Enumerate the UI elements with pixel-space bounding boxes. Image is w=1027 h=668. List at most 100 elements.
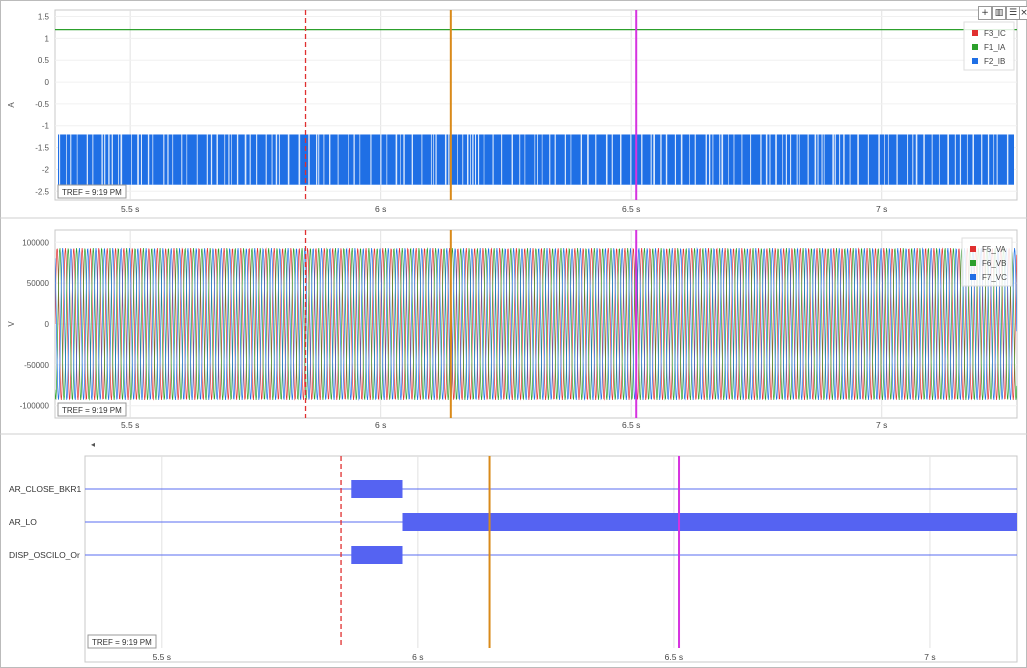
series-gap-F2_IB [878, 134, 880, 185]
x-tick-label: 5.5 s [153, 652, 171, 662]
series-gap-F2_IB [167, 134, 169, 185]
series-gap-F2_IB [823, 134, 825, 185]
y-tick-label: -50000 [24, 361, 49, 370]
series-gap-F2_IB [807, 134, 809, 185]
series-gap-F2_IB [817, 134, 819, 185]
series-gap-F2_IB [216, 134, 218, 185]
series-gap-F2_IB [605, 134, 608, 185]
series-gap-F2_IB [680, 134, 683, 185]
series-line-F6_VB [55, 247, 1017, 401]
series-gap-F2_IB [519, 134, 521, 185]
x-tick-label: 6 s [375, 204, 386, 214]
series-gap-F2_IB [329, 134, 331, 185]
series-gap-F2_IB [435, 134, 437, 185]
legend-label: F1_IA [984, 43, 1006, 52]
series-line-F7_VC [55, 247, 1017, 401]
tref-box [57, 402, 127, 417]
series-gap-F2_IB [641, 134, 643, 185]
x-tick-label: 6 s [375, 420, 386, 430]
series-band-F2_IB [58, 134, 1014, 185]
add-icon[interactable]: + [978, 6, 992, 20]
series-gap-F2_IB [689, 134, 691, 185]
legend-label: F6_VB [982, 259, 1006, 268]
legend-swatch [970, 246, 976, 252]
series-gap-F2_IB [421, 134, 423, 185]
channel-label: AR_LO [9, 517, 37, 527]
series-gap-F2_IB [796, 134, 798, 185]
y-tick-label: 1 [45, 34, 50, 43]
series-gap-F2_IB [839, 134, 841, 185]
x-tick-label: 6.5 s [622, 204, 640, 214]
y-tick-label: -100000 [20, 402, 50, 411]
series-gap-F2_IB [172, 134, 174, 185]
series-gap-F2_IB [256, 134, 258, 185]
series-gap-F2_IB [798, 134, 800, 185]
x-tick-label: 6.5 s [622, 420, 640, 430]
series-gap-F2_IB [843, 134, 845, 185]
stack-icon[interactable]: ☰ [1006, 6, 1020, 20]
series-gap-F2_IB [821, 134, 823, 185]
y-tick-label: -1.5 [35, 144, 49, 153]
legend-label: F7_VC [982, 273, 1007, 282]
channel-label: DISP_OSCILO_Or [9, 550, 80, 560]
series-gap-F2_IB [896, 134, 898, 185]
series-gap-F2_IB [857, 134, 859, 185]
y-axis-label: V [7, 321, 16, 327]
series-gap-F2_IB [118, 134, 119, 185]
series-gap-F2_IB [111, 134, 113, 185]
tref-label: TREF = 9:19 PM [62, 406, 122, 415]
layout-icon[interactable]: ▥ [992, 6, 1006, 20]
series-gap-F2_IB [448, 134, 450, 185]
series-gap-F2_IB [472, 134, 474, 185]
series-gap-F2_IB [271, 134, 273, 185]
y-tick-label: -2.5 [35, 187, 49, 196]
legend-label: F3_IC [984, 29, 1006, 38]
series-gap-F2_IB [399, 134, 401, 185]
series-gap-F2_IB [210, 134, 213, 185]
series-gap-F2_IB [570, 134, 572, 185]
series-gap-F2_IB [470, 134, 472, 185]
y-tick-label: -2 [42, 165, 50, 174]
series-gap-F2_IB [915, 134, 918, 185]
y-tick-label: 50000 [27, 279, 50, 288]
series-gap-F2_IB [353, 134, 355, 185]
series-gap-F2_IB [287, 134, 290, 185]
series-gap-F2_IB [867, 134, 869, 185]
series-gap-F2_IB [775, 134, 777, 185]
tref-box [57, 184, 127, 199]
y-tick-label: 0 [45, 78, 50, 87]
series-gap-F2_IB [244, 134, 247, 185]
series-gap-F2_IB [564, 134, 566, 185]
series-gap-F2_IB [403, 134, 405, 185]
series-gap-F2_IB [912, 134, 914, 185]
series-gap-F2_IB [196, 134, 198, 185]
series-gap-F2_IB [186, 134, 188, 185]
series-gap-F2_IB [206, 134, 208, 185]
series-gap-F2_IB [884, 134, 885, 185]
series-gap-F2_IB [947, 134, 950, 185]
legend-swatch [972, 44, 978, 50]
series-gap-F2_IB [444, 134, 447, 185]
series-gap-F2_IB [907, 134, 909, 185]
series-gap-F2_IB [996, 134, 998, 185]
digital-panel: ◂ 5.5 s 6 s 6.5 s 7 s AR_CLOSE_BKR1 AR_LO DISP_… [9, 440, 1018, 663]
legend-swatch [970, 274, 976, 280]
series-gap-F2_IB [665, 134, 668, 185]
series-gap-F2_IB [728, 134, 729, 185]
series-gap-F2_IB [650, 134, 652, 185]
series-gap-F2_IB [931, 134, 933, 185]
series-gap-F2_IB [972, 134, 974, 185]
series-gap-F2_IB [101, 134, 103, 185]
close-icon[interactable]: × [1019, 6, 1027, 20]
channel-on-bar [402, 513, 1017, 531]
channel-on-bar [351, 546, 403, 564]
current-panel: 5.5 s 6 s 6.5 s 7 s 1.5 1 0.5 0 -0.5 -1 -1.5 -2 -2.5… [7, 9, 1018, 214]
series-gap-F2_IB [457, 134, 458, 185]
series-gap-F2_IB [66, 134, 67, 185]
x-tick-label: 7 s [876, 420, 887, 430]
series-gap-F2_IB [782, 134, 784, 185]
series-gap-F2_IB [674, 134, 677, 185]
y-tick-label: 1.5 [38, 13, 50, 22]
series-gap-F2_IB [462, 134, 464, 185]
